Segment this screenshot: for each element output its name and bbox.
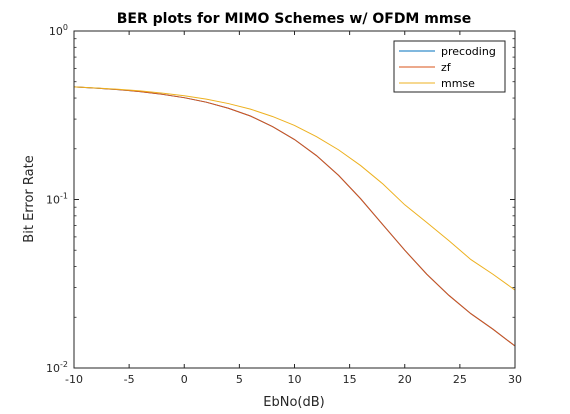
x-tick-label: 20 (398, 373, 412, 386)
y-axis-label: Bit Error Rate (22, 155, 37, 242)
x-tick-label: 30 (508, 373, 522, 386)
series-line-zf (73, 86, 516, 347)
x-tick-label: 15 (343, 373, 357, 386)
x-axis-label: EbNo(dB) (263, 395, 324, 410)
y-tick-label: 10-2 (46, 360, 68, 375)
legend-label-zf: zf (441, 61, 452, 74)
y-tick-label: 100 (49, 23, 68, 38)
legend-label-mmse: mmse (441, 77, 475, 90)
x-tick-label: 0 (181, 373, 188, 386)
series-line-mmse (73, 86, 516, 291)
series-group (73, 86, 516, 347)
legend: precoding zf mmse (393, 40, 506, 93)
x-tick-label: 25 (453, 373, 467, 386)
chart-title: BER plots for MIMO Schemes w/ OFDM mmse (117, 11, 472, 27)
x-tick-label: -5 (124, 373, 135, 386)
x-tick-label: 5 (236, 373, 243, 386)
ticks-group: -10 -5 0 5 10 15 20 25 30 10-2 10-1 100 (46, 23, 522, 386)
plot-frame (73, 30, 516, 369)
legend-label-precoding: precoding (441, 45, 496, 58)
x-tick-label: 10 (288, 373, 302, 386)
y-tick-label: 10-1 (46, 192, 68, 207)
x-tick-label: -10 (65, 373, 83, 386)
